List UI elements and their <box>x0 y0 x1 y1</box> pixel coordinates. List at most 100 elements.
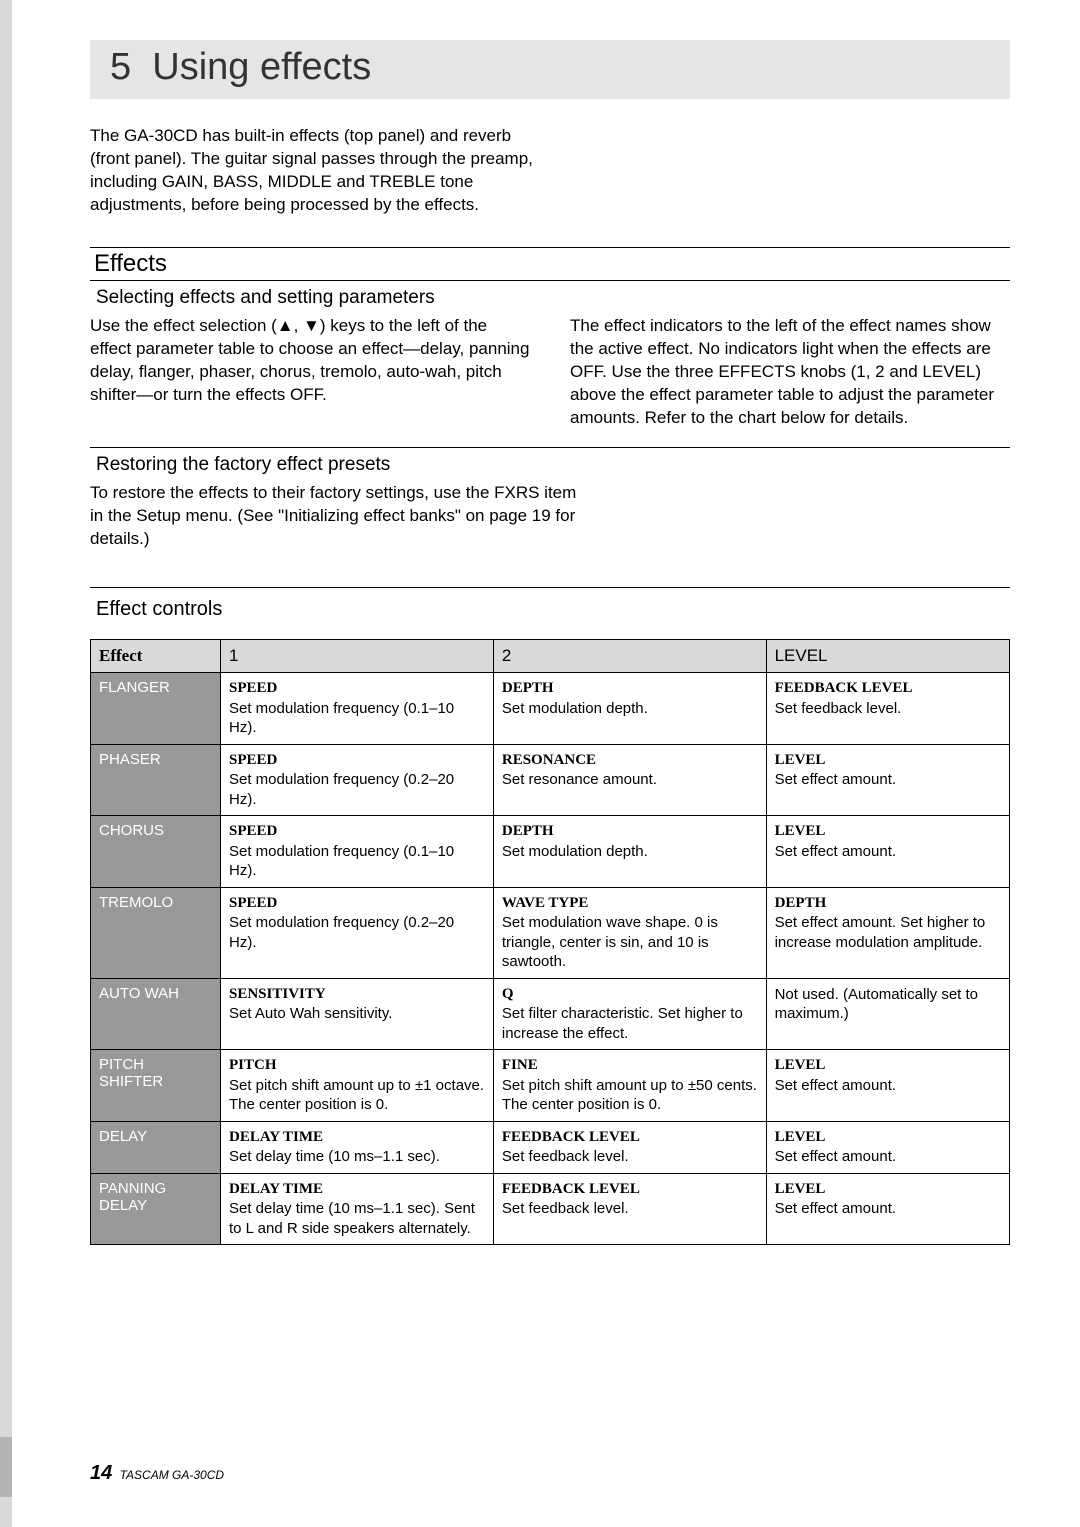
param-title: LEVEL <box>775 1128 1001 1148</box>
param-title: FINE <box>502 1056 758 1076</box>
param-cell: LEVELSet effect amount. <box>766 1173 1009 1245</box>
param-desc: Set effect amount. <box>775 843 896 860</box>
param-desc: Set modulation frequency (0.1–10 Hz). <box>229 843 454 880</box>
param-cell: FEEDBACK LEVELSet feedback level. <box>493 1121 766 1173</box>
param-title: DEPTH <box>775 894 1001 914</box>
table-row: PHASERSPEEDSet modulation frequency (0.2… <box>91 744 1010 816</box>
param-cell: SENSITIVITYSet Auto Wah sensitivity. <box>221 978 494 1050</box>
selecting-subtitle: Selecting effects and setting parameters <box>90 287 1010 309</box>
page-content: 5 Using effects The GA-30CD has built-in… <box>0 0 1080 1285</box>
param-desc: Set pitch shift amount up to ±1 octave. … <box>229 1077 484 1114</box>
table-row: CHORUS SPEEDSet modulation frequency (0.1… <box>91 816 1010 888</box>
param-desc: Set effect amount. <box>775 771 896 788</box>
effect-name-cell: PITCH SHIFTER <box>91 1050 221 1122</box>
param-desc: Set filter characteristic. Set higher to… <box>502 1005 743 1042</box>
param-desc: Set delay time (10 ms–1.1 sec). Sent to … <box>229 1200 475 1237</box>
table-row: TREMOLOSPEEDSet modulation frequency (0.… <box>91 887 1010 978</box>
effect-name-cell: PANNING DELAY <box>91 1173 221 1245</box>
page-footer: 14 TASCAM GA-30CD <box>90 1462 224 1485</box>
param-desc: Set effect amount. <box>775 1200 896 1217</box>
param-title: RESONANCE <box>502 751 758 771</box>
param-desc: Set modulation depth. <box>502 843 648 860</box>
param-cell: SPEEDSet modulation frequency (0.1–10 Hz… <box>221 673 494 745</box>
param-cell: SPEEDSet modulation frequency (0.2–20 Hz… <box>221 887 494 978</box>
section-rule-top <box>90 247 1010 248</box>
param-title: DEPTH <box>502 679 758 699</box>
footer-model: TASCAM GA-30CD <box>120 1468 224 1482</box>
section-rule-bottom <box>90 280 1010 281</box>
footer-margin-bar <box>0 1437 12 1497</box>
param-title: SPEED <box>229 679 485 699</box>
selecting-left-col: Use the effect selection (▲, ▼) keys to … <box>90 315 530 430</box>
param-title: LEVEL <box>775 1180 1001 1200</box>
param-title: SENSITIVITY <box>229 985 485 1005</box>
effect-name-cell: FLANGER <box>91 673 221 745</box>
effects-heading: Effects <box>90 250 1010 278</box>
param-cell: DEPTHSet modulation depth. <box>493 816 766 888</box>
chapter-title-text: Using effects <box>152 46 371 88</box>
page-number: 14 <box>90 1462 112 1484</box>
effect-name-cell: PHASER <box>91 744 221 816</box>
effect-name-cell: CHORUS <box>91 816 221 888</box>
param-desc: Set modulation wave shape. 0 is triangle… <box>502 914 718 970</box>
param-cell: DEPTHSet effect amount. Set higher to in… <box>766 887 1009 978</box>
param-title: DELAY TIME <box>229 1128 485 1148</box>
param-desc: Set feedback level. <box>502 1200 629 1217</box>
param-desc: Set effect amount. Set higher to increas… <box>775 914 986 951</box>
controls-rule-top <box>90 587 1010 588</box>
header-effect: Effect <box>91 640 221 673</box>
header-col-1: 1 <box>221 640 494 673</box>
param-title: Q <box>502 985 758 1005</box>
effect-controls-table: Effect 1 2 LEVEL FLANGERSPEEDSet modulat… <box>90 639 1010 1245</box>
param-cell: FEEDBACK LEVELSet feedback level. <box>493 1173 766 1245</box>
param-cell: LEVELSet effect amount. <box>766 1050 1009 1122</box>
table-row: PITCH SHIFTERPITCHSet pitch shift amount… <box>91 1050 1010 1122</box>
param-desc: Set feedback level. <box>502 1148 629 1165</box>
param-title: LEVEL <box>775 1056 1001 1076</box>
restoring-subtitle: Restoring the factory effect presets <box>90 454 1010 476</box>
param-cell: DELAY TIMESet delay time (10 ms–1.1 sec)… <box>221 1173 494 1245</box>
param-title: WAVE TYPE <box>502 894 758 914</box>
left-margin-bar <box>0 0 12 1527</box>
param-title: FEEDBACK LEVEL <box>502 1128 758 1148</box>
param-desc: Set Auto Wah sensitivity. <box>229 1005 392 1022</box>
param-title: PITCH <box>229 1056 485 1076</box>
param-cell: DELAY TIMESet delay time (10 ms–1.1 sec)… <box>221 1121 494 1173</box>
param-title: SPEED <box>229 751 485 771</box>
param-desc: Set modulation frequency (0.2–20 Hz). <box>229 914 454 951</box>
param-desc: Set delay time (10 ms–1.1 sec). <box>229 1148 440 1165</box>
param-cell: FINESet pitch shift amount up to ±50 cen… <box>493 1050 766 1122</box>
table-header-row: Effect 1 2 LEVEL <box>91 640 1010 673</box>
param-cell: SPEEDSet modulation frequency (0.2–20 Hz… <box>221 744 494 816</box>
param-cell: QSet filter characteristic. Set higher t… <box>493 978 766 1050</box>
param-title: SPEED <box>229 822 485 842</box>
param-title: LEVEL <box>775 751 1001 771</box>
param-desc: Set modulation frequency (0.2–20 Hz). <box>229 771 454 808</box>
param-cell: DEPTHSet modulation depth. <box>493 673 766 745</box>
param-cell: LEVELSet effect amount. <box>766 816 1009 888</box>
selecting-right-col: The effect indicators to the left of the… <box>570 315 1010 430</box>
intro-paragraph: The GA-30CD has built-in effects (top pa… <box>90 125 550 217</box>
effect-name-cell: TREMOLO <box>91 887 221 978</box>
param-desc: Set effect amount. <box>775 1077 896 1094</box>
param-cell: LEVELSet effect amount. <box>766 744 1009 816</box>
selecting-columns: Use the effect selection (▲, ▼) keys to … <box>90 315 1010 430</box>
table-row: PANNING DELAYDELAY TIMESet delay time (1… <box>91 1173 1010 1245</box>
param-cell: Not used. (Automatically set to maximum.… <box>766 978 1009 1050</box>
param-desc: Not used. (Automatically set to maximum.… <box>775 986 978 1023</box>
effect-name-cell: DELAY <box>91 1121 221 1173</box>
sub-rule <box>90 447 1010 448</box>
param-cell: RESONANCESet resonance amount. <box>493 744 766 816</box>
restoring-body: To restore the effects to their factory … <box>90 482 590 551</box>
effect-name-cell: AUTO WAH <box>91 978 221 1050</box>
param-desc: Set feedback level. <box>775 700 902 717</box>
param-title: DEPTH <box>502 822 758 842</box>
param-desc: Set modulation frequency (0.1–10 Hz). <box>229 700 454 737</box>
param-title: LEVEL <box>775 822 1001 842</box>
chapter-title: 5 Using effects <box>110 46 990 89</box>
param-cell: PITCHSet pitch shift amount up to ±1 oct… <box>221 1050 494 1122</box>
header-level: LEVEL <box>766 640 1009 673</box>
param-cell: LEVELSet effect amount. <box>766 1121 1009 1173</box>
param-cell: WAVE TYPESet modulation wave shape. 0 is… <box>493 887 766 978</box>
param-title: DELAY TIME <box>229 1180 485 1200</box>
